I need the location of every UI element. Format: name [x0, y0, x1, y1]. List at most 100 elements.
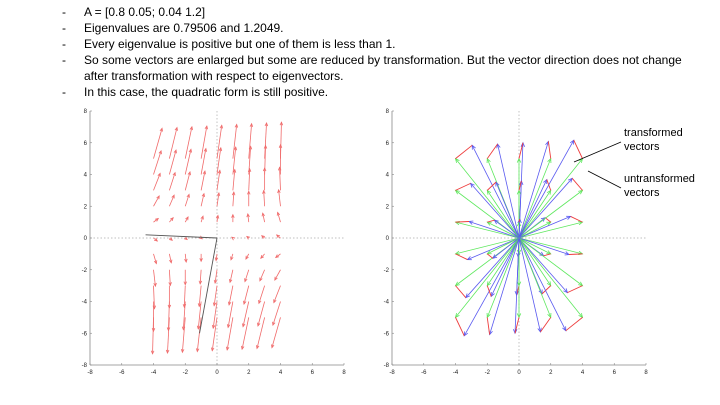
y-tick-label: -6: [384, 331, 390, 337]
quiver-arrow-head: [198, 235, 203, 240]
quiver-arrow-shaft: [226, 317, 234, 351]
quiver-arrow-shaft: [211, 317, 218, 351]
quiver-arrow: [216, 146, 223, 175]
quiver-arrow: [169, 217, 174, 223]
quiver-arrow: [231, 236, 236, 241]
quiver-arrow: [168, 269, 172, 287]
quiver-arrow: [200, 192, 206, 207]
x-tick-label: 8: [342, 370, 346, 376]
transformed-vector-head: [564, 251, 570, 256]
quiver-plot-left-svg: -8 -6 -4 -2 0 2 4 6 8 -8 -6 -4 -2 0 2 4 6 8: [82, 109, 347, 376]
quiver-arrow: [184, 148, 193, 175]
bullet-text: Eigenvalues are 0.79506 and 1.2049.: [84, 21, 284, 35]
quiver-arrow: [276, 211, 281, 223]
quiver-arrow: [196, 301, 202, 330]
quiver-arrow-shaft: [247, 213, 250, 223]
quiver-arrow: [275, 234, 281, 239]
bullet-marker: -: [62, 21, 66, 35]
quiver-arrow-shaft: [216, 192, 220, 207]
x-tick-label: -6: [421, 370, 427, 376]
y-tick-label: -4: [384, 300, 390, 306]
untransformed-vector-shaft: [518, 237, 583, 255]
difference-segment: [486, 253, 494, 259]
untransformed-vector-shaft: [455, 237, 520, 255]
untransformed-vector-shaft: [486, 190, 520, 239]
difference-segment: [541, 285, 552, 295]
quiver-arrow-head: [203, 147, 208, 152]
quiver-arrow: [180, 317, 186, 354]
quiver-arrow: [216, 191, 221, 207]
quiver-arrow: [277, 166, 282, 191]
quiver-arrow: [261, 212, 266, 223]
quiver-arrow-shaft: [259, 269, 265, 281]
quiver-arrow-head: [213, 279, 218, 285]
quiver-arrow: [232, 123, 239, 159]
quiver-arrow-shaft: [168, 269, 171, 286]
transformed-vector-shaft: [518, 237, 568, 293]
quiver-arrow: [231, 191, 236, 207]
quiver-arrow-head: [273, 299, 277, 304]
quiver-arrow-head: [241, 323, 246, 328]
difference-segment: [455, 182, 471, 191]
quiver-arrow-head: [184, 258, 188, 264]
transformed-vector-shaft: [518, 237, 567, 331]
quiver-arrow-head: [183, 281, 187, 286]
quiver-arrow-shaft: [153, 150, 162, 175]
untransformed-vector-shaft: [518, 237, 551, 255]
quiver-arrow-shaft: [279, 167, 281, 191]
quiver-arrow: [211, 301, 218, 330]
x-tick-label: 0: [517, 370, 521, 376]
quiver-arrow: [153, 195, 160, 207]
transformed-vector-head: [570, 139, 575, 145]
quiver-arrow-shaft: [230, 253, 234, 260]
quiver-arrow-shaft: [200, 193, 205, 207]
quiver-arrow: [153, 217, 160, 223]
quiver-arrow-shaft: [277, 212, 281, 223]
quiver-arrow-shaft: [200, 171, 206, 191]
quiver-arrow: [184, 216, 189, 223]
bullet-text: So some vectors are enlarged but some ar…: [84, 53, 682, 83]
quiver-arrow-head: [195, 348, 200, 353]
quiver-arrow-head: [240, 345, 245, 351]
transformed-vector: [518, 177, 573, 239]
quiver-arrow-head: [157, 172, 161, 177]
transformed-vector: [463, 237, 520, 337]
quiver-arrow-head: [249, 122, 254, 127]
quiver-arrow-head: [247, 167, 252, 173]
quiver-arrow-shaft: [215, 253, 218, 261]
bullet-item: - Every eigenvalue is positive but one of…: [62, 36, 702, 52]
quiver-arrow-head: [165, 349, 170, 354]
quiver-arrow-head: [231, 191, 236, 196]
quiver-arrow-head: [278, 143, 283, 148]
transformed-vector-shaft: [490, 237, 520, 297]
quiver-arrow: [150, 317, 155, 355]
transformed-vector: [471, 144, 520, 239]
quiver-arrow: [183, 269, 187, 286]
quiver-arrow-head: [230, 256, 234, 261]
transformed-vector: [495, 181, 520, 239]
untransformed-vector-shaft: [518, 221, 583, 239]
quiver-arrow-shaft: [168, 253, 172, 263]
eigenvector-line: [199, 237, 218, 334]
quiver-arrow-shaft: [232, 192, 235, 207]
quiver-arrow-shaft: [183, 285, 186, 308]
x-tick-label: -2: [183, 370, 189, 376]
quiver-arrow-shaft: [153, 128, 163, 159]
quiver-arrow-shaft: [153, 218, 159, 223]
quiver-arrow: [227, 285, 234, 306]
quiver-arrow-head: [158, 149, 162, 155]
untransformed-vector: [454, 237, 520, 319]
quiver-arrow: [168, 237, 173, 241]
x-tick-label: 6: [613, 370, 617, 376]
transformed-vector: [518, 237, 570, 256]
quiver-arrow: [274, 269, 281, 281]
untransformed-vector-shaft: [518, 190, 583, 239]
quiver-arrow-head: [261, 212, 265, 217]
quiver-arrow-head: [168, 237, 173, 241]
quiver-arrow-head: [274, 276, 278, 281]
untransformed-vector: [454, 157, 520, 239]
quiver-arrow-head: [173, 149, 177, 154]
quiver-arrow: [184, 170, 191, 191]
quiver-arrow-head: [232, 168, 237, 173]
x-tick-label: 0: [215, 370, 219, 376]
